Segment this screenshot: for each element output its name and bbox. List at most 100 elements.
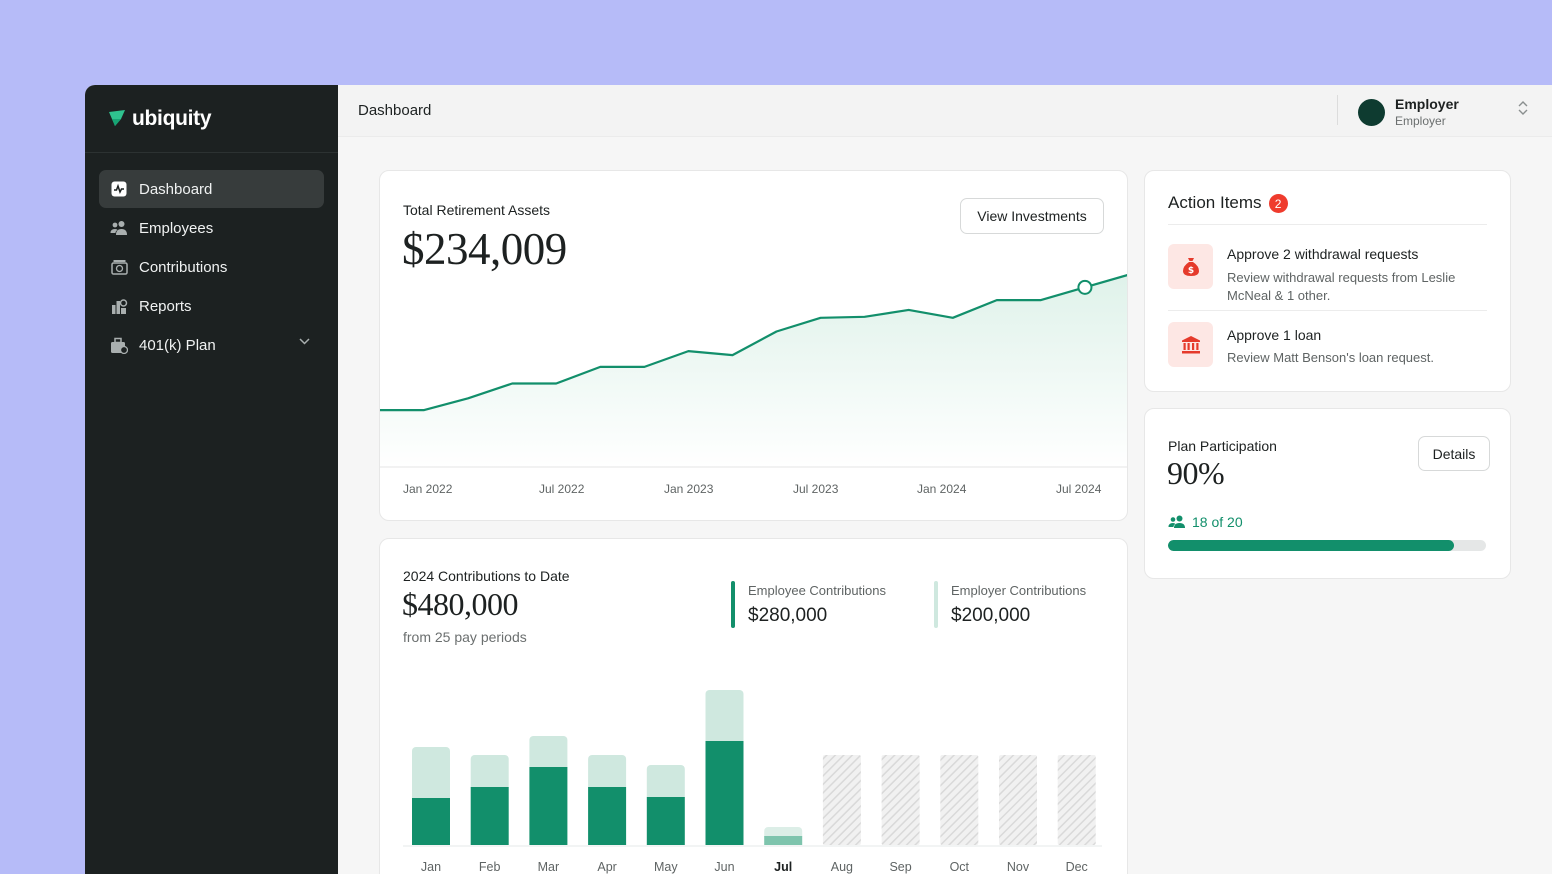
sidebar-item-dashboard[interactable]: Dashboard <box>99 170 324 208</box>
action-item-description: Review withdrawal requests from Leslie M… <box>1227 270 1456 303</box>
employer-legend-label: Employer Contributions <box>951 583 1087 598</box>
employer-legend-swatch <box>934 581 938 628</box>
view-investments-button[interactable]: View Investments <box>960 198 1104 234</box>
money-icon <box>110 258 128 276</box>
action-item-description: Review Matt Benson's loan request. <box>1227 350 1434 365</box>
action-item-title: Approve 2 withdrawal requests <box>1227 246 1419 262</box>
breadcrumb: Dashboard <box>358 102 432 119</box>
contributions-value: $480,000 <box>402 586 519 622</box>
participation-label: Plan Participation <box>1168 438 1277 454</box>
sidebar-item-label: Employees <box>139 219 214 237</box>
topbar-divider <box>1337 95 1338 125</box>
x-tick-label: Jan <box>421 860 441 874</box>
chevron-down-icon[interactable] <box>299 338 310 345</box>
x-tick-label: Jun <box>714 860 734 874</box>
contributions-bar-chart: Jan Feb Mar Apr May Jun Jul Aug Sep Oct Nov Dec <box>403 690 1102 874</box>
details-button[interactable]: Details <box>1418 436 1490 471</box>
bar-employer-segment[interactable] <box>529 736 568 771</box>
user-menu[interactable]: Employer Employer <box>1358 96 1459 129</box>
x-tick-label: Jul <box>774 860 792 874</box>
bar-employee-segment[interactable] <box>412 798 450 845</box>
x-tick-label: Jul 2022 <box>539 482 585 496</box>
sidebar-item-label: Dashboard <box>139 180 213 198</box>
assets-label: Total Retirement Assets <box>403 202 551 218</box>
bar-employer-segment[interactable] <box>412 747 450 802</box>
action-item-title: Approve 1 loan <box>1227 327 1322 343</box>
employee-legend-swatch <box>731 581 735 628</box>
bar-employer-segment[interactable] <box>470 755 509 791</box>
bar-employee-segment[interactable] <box>588 787 627 845</box>
bar-employee-segment[interactable] <box>705 741 744 845</box>
employer-legend-value: $200,000 <box>951 605 1031 626</box>
sidebar-item-employees[interactable]: Employees <box>99 209 324 247</box>
money-bag-icon: $ <box>1168 244 1213 289</box>
action-item[interactable]: Approve 1 loan Review Matt Benson's loan… <box>1168 322 1488 368</box>
sidebar-item-contributions[interactable]: Contributions <box>99 248 324 286</box>
divider <box>1168 310 1487 311</box>
x-tick-label: Jan 2022 <box>403 482 453 496</box>
action-item[interactable]: $ Approve 2 withdrawal requests Review w… <box>1168 244 1488 306</box>
x-tick-label: Mar <box>538 860 560 874</box>
sidebar-item-label: Reports <box>139 297 192 315</box>
action-items-count-badge: 2 <box>1268 194 1288 214</box>
action-items-title: Action Items <box>1168 193 1262 212</box>
participation-value: 90% <box>1167 455 1225 491</box>
x-tick-label: Apr <box>597 860 616 874</box>
sidebar-item-401k-plan[interactable]: 401(k) Plan <box>99 326 324 364</box>
bar-employee-segment[interactable] <box>470 787 509 845</box>
bar-employee-segment[interactable] <box>646 797 685 845</box>
chart-area-fill <box>380 275 1127 467</box>
bar-employee-segment[interactable] <box>529 767 568 845</box>
contributions-card: 2024 Contributions to Date $480,000 from… <box>379 538 1128 874</box>
contributions-label: 2024 Contributions to Date <box>403 568 570 584</box>
sidebar-item-label: Contributions <box>139 258 228 276</box>
chart-series-line <box>380 274 1127 412</box>
user-name: Employer <box>1395 96 1459 112</box>
user-role: Employer <box>1395 114 1446 128</box>
future-bar-placeholder <box>822 755 861 845</box>
future-bar-placeholder <box>999 755 1037 845</box>
x-tick-label: Jul 2023 <box>793 482 839 496</box>
future-bar-placeholder <box>881 755 920 845</box>
x-tick-label: Oct <box>950 860 970 874</box>
main-content: Dashboard Employer Employer Total Retire… <box>338 85 1552 874</box>
action-items-card: Action Items 2 $ Approve 2 withdrawal req… <box>1144 170 1511 392</box>
sidebar: ubiquity Dashboard Employees Contributio… <box>85 85 338 874</box>
svg-text:$: $ <box>1187 266 1193 276</box>
chevron-up-down-icon[interactable] <box>1518 100 1528 116</box>
ubiquity-logo-icon <box>109 109 125 126</box>
x-tick-label: Jan 2023 <box>664 482 714 496</box>
x-tick-label: Nov <box>1007 860 1030 874</box>
app-window: ubiquity Dashboard Employees Contributio… <box>85 85 1552 874</box>
bar-employee-segment[interactable] <box>764 836 803 845</box>
sidebar-item-reports[interactable]: Reports <box>99 287 324 325</box>
assets-line-chart <box>380 274 1127 468</box>
contributions-subtext: from 25 pay periods <box>403 629 527 645</box>
x-tick-label: Sep <box>889 860 911 874</box>
chart-highlight-point[interactable] <box>1077 279 1093 295</box>
x-tick-label: Feb <box>479 860 501 874</box>
x-tick-label: Dec <box>1066 860 1088 874</box>
topbar: Dashboard Employer Employer <box>338 85 1552 137</box>
users-icon <box>110 219 128 237</box>
x-tick-label: Jul 2024 <box>1056 482 1102 496</box>
bar-employer-segment[interactable] <box>588 755 627 791</box>
briefcase-icon <box>110 336 128 354</box>
bar-employer-segment[interactable] <box>705 690 744 745</box>
future-bar-placeholder <box>940 755 979 845</box>
brand-name: ubiquity <box>132 106 212 130</box>
sidebar-nav: Dashboard Employees Contributions Report… <box>85 153 338 382</box>
participation-count-text: 18 of 20 <box>1192 514 1243 530</box>
users-icon <box>1168 515 1185 528</box>
employee-legend-label: Employee Contributions <box>748 583 887 598</box>
participation-count: 18 of 20 <box>1168 514 1243 530</box>
brand[interactable]: ubiquity <box>85 85 338 153</box>
bank-icon <box>1168 322 1213 367</box>
avatar <box>1358 99 1385 126</box>
future-bar-placeholder <box>1057 755 1096 845</box>
assets-value: $234,009 <box>402 224 567 274</box>
x-tick-label: Aug <box>831 860 853 874</box>
employee-legend-value: $280,000 <box>748 605 828 626</box>
bar-employer-segment[interactable] <box>646 765 685 801</box>
x-tick-label: Jan 2024 <box>917 482 967 496</box>
